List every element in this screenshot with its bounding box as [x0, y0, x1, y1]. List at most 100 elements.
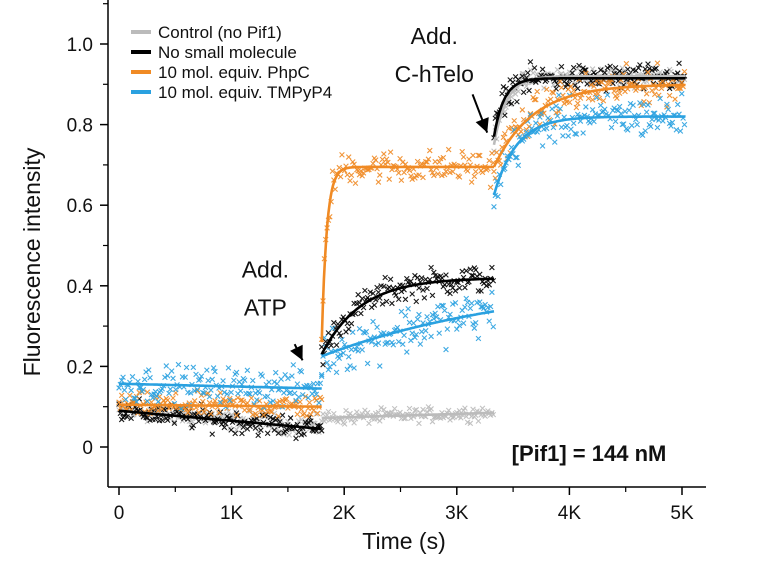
data-point — [172, 386, 179, 393]
data-point — [634, 121, 640, 128]
data-point — [333, 342, 340, 348]
annotations: Add. ATP Add. C-hTelo — [242, 23, 489, 361]
data-point — [171, 418, 178, 425]
annotation-text: Add. — [411, 23, 458, 49]
data-point — [543, 125, 550, 132]
data-point — [171, 420, 178, 427]
data-point — [647, 123, 654, 130]
data-point — [643, 91, 650, 97]
data-point — [331, 410, 337, 417]
data-point — [416, 172, 422, 178]
data-point — [418, 328, 425, 335]
data-point — [486, 282, 493, 288]
data-point — [576, 62, 582, 69]
data-point — [470, 152, 476, 159]
data-point — [654, 124, 661, 131]
data-point — [462, 304, 468, 310]
data-point — [254, 397, 260, 403]
data-point — [475, 335, 482, 342]
data-point — [240, 415, 247, 422]
data-point — [217, 399, 224, 406]
data-point — [537, 114, 543, 120]
annotation-text: C-hTelo — [395, 61, 474, 87]
data-point — [546, 134, 553, 140]
data-point — [221, 424, 228, 431]
data-point — [464, 299, 471, 306]
data-point — [358, 310, 364, 317]
data-point — [608, 124, 615, 131]
data-point — [656, 117, 662, 123]
data-point — [439, 302, 445, 309]
data-point — [623, 60, 630, 67]
data-point — [144, 398, 151, 404]
data-point — [519, 107, 526, 113]
data-point — [611, 105, 618, 111]
data-point — [306, 414, 313, 421]
data-point — [599, 79, 605, 86]
data-point — [326, 363, 333, 370]
y-tick-label: 0 — [82, 438, 93, 459]
data-point — [190, 364, 197, 371]
data-point — [389, 409, 395, 416]
series-points-2 — [116, 60, 688, 419]
data-point — [294, 381, 301, 387]
data-point — [572, 130, 578, 137]
data-point — [482, 413, 488, 419]
data-point — [210, 365, 217, 371]
data-point — [445, 407, 452, 414]
data-point — [202, 405, 209, 412]
data-point — [416, 420, 422, 427]
annotation-text: Add. — [242, 257, 289, 283]
data-point — [515, 162, 522, 169]
data-point — [191, 398, 198, 404]
data-point — [325, 366, 332, 373]
data-point — [443, 272, 449, 278]
data-point — [124, 414, 130, 420]
data-point — [550, 124, 557, 131]
data-point — [495, 193, 501, 200]
data-point — [620, 121, 627, 127]
data-point — [409, 291, 415, 297]
data-point — [436, 159, 443, 165]
data-point — [460, 154, 467, 160]
data-point — [372, 341, 379, 348]
data-point — [475, 152, 482, 159]
data-point — [227, 397, 233, 404]
data-point — [372, 157, 379, 163]
data-point — [476, 299, 483, 305]
data-point — [355, 348, 361, 354]
data-point — [302, 393, 309, 400]
data-point — [333, 369, 340, 376]
data-point — [259, 373, 266, 379]
data-point — [297, 399, 303, 405]
data-point — [654, 60, 661, 66]
y-tick-label: 0.4 — [67, 277, 94, 298]
data-point — [145, 367, 152, 373]
data-point — [305, 395, 311, 401]
data-point — [337, 173, 344, 180]
data-point — [128, 387, 134, 394]
data-point — [317, 380, 324, 387]
annotation-text: ATP — [244, 295, 287, 321]
data-point — [391, 405, 398, 412]
data-point — [295, 418, 302, 424]
data-point — [267, 399, 274, 406]
data-point — [401, 169, 407, 176]
data-point — [583, 70, 589, 77]
data-point — [526, 123, 532, 130]
data-point — [424, 285, 430, 292]
data-point — [258, 427, 264, 434]
data-point — [131, 395, 137, 401]
data-point — [530, 70, 536, 76]
data-point — [519, 70, 526, 77]
data-point — [347, 363, 353, 369]
data-point — [304, 413, 310, 419]
data-point — [379, 301, 386, 307]
data-point — [673, 127, 680, 133]
data-point — [209, 431, 216, 437]
data-point — [404, 275, 410, 282]
data-point — [664, 101, 670, 108]
data-point — [351, 420, 357, 426]
data-point — [619, 121, 626, 128]
